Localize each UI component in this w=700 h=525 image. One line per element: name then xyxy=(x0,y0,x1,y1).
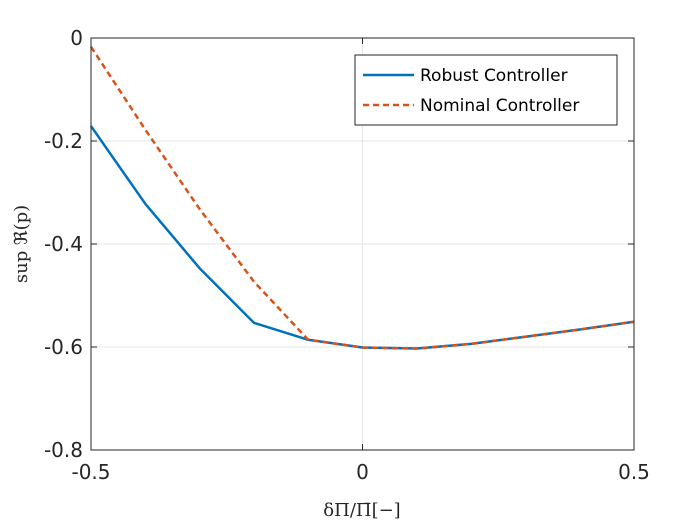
legend-box xyxy=(354,54,618,126)
y-tick-label-2: -0.4 xyxy=(44,232,83,256)
y-tick-label-3: -0.6 xyxy=(44,335,83,359)
x-tick-label-2: 0.5 xyxy=(618,460,650,484)
x-axis-label: δΠ/Π̄[−] xyxy=(323,500,400,521)
x-tick-label-1: 0 xyxy=(356,460,369,484)
legend-label-nominal: Nominal Controller xyxy=(420,96,579,116)
y-axis-label: sup ℜ(p) xyxy=(11,205,32,283)
legend-label-robust: Robust Controller xyxy=(420,66,568,86)
legend: Robust Controller Nominal Controller xyxy=(354,54,618,126)
y-tick-label-0: 0 xyxy=(70,26,83,50)
ticks: -0.5 0 0.5 0 -0.2 -0.4 -0.6 -0.8 xyxy=(44,26,650,484)
y-tick-label-4: -0.8 xyxy=(44,438,83,462)
y-tick-label-1: -0.2 xyxy=(44,129,83,153)
x-tick-label-0: -0.5 xyxy=(71,460,110,484)
